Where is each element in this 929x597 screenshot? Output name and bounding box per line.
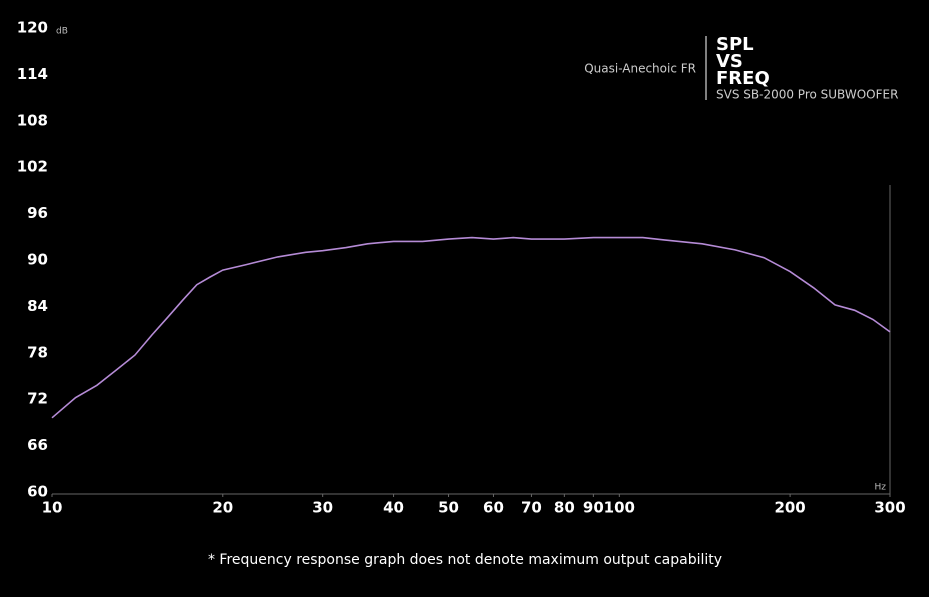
subtitle: SVS SB-2000 Pro SUBWOOFER <box>716 88 898 102</box>
y-tick-label: 114 <box>17 65 48 83</box>
y-tick-label: 90 <box>27 251 48 269</box>
y-tick-label: 72 <box>27 390 48 408</box>
x-tick-label: 40 <box>383 499 404 517</box>
x-tick-label: 20 <box>212 499 233 517</box>
line-series <box>51 236 891 419</box>
x-tick-label: 10 <box>42 499 63 517</box>
y-tick-label: 102 <box>17 158 48 176</box>
x-tick-label: 90 <box>583 499 604 517</box>
y-tick-label: 60 <box>27 483 48 501</box>
x-tick-label: 100 <box>604 499 635 517</box>
footnote: * Frequency response graph does not deno… <box>208 552 722 568</box>
y-tick-label: 84 <box>27 297 48 315</box>
title-line: VS <box>716 51 743 72</box>
title-line: SPL <box>716 34 754 55</box>
x-tick-label: 80 <box>554 499 575 517</box>
y-tick-label: 108 <box>17 111 48 129</box>
x-unit: Hz <box>875 483 887 493</box>
x-tick-label: 60 <box>483 499 504 517</box>
y-tick-label: 120 <box>17 19 48 37</box>
x-tick-label: 300 <box>874 499 905 517</box>
annotation: Quasi-Anechoic FR <box>584 62 696 76</box>
x-tick-label: 70 <box>521 499 542 517</box>
y-unit: dB <box>56 27 68 37</box>
y-tick-label: 66 <box>27 436 48 454</box>
y-tick-label: 78 <box>27 343 48 361</box>
y-tick-label: 96 <box>27 204 48 222</box>
title-line: FREQ <box>716 68 770 89</box>
x-tick-label: 50 <box>438 499 459 517</box>
x-tick-label: 200 <box>774 499 805 517</box>
x-tick-label: 30 <box>312 499 333 517</box>
